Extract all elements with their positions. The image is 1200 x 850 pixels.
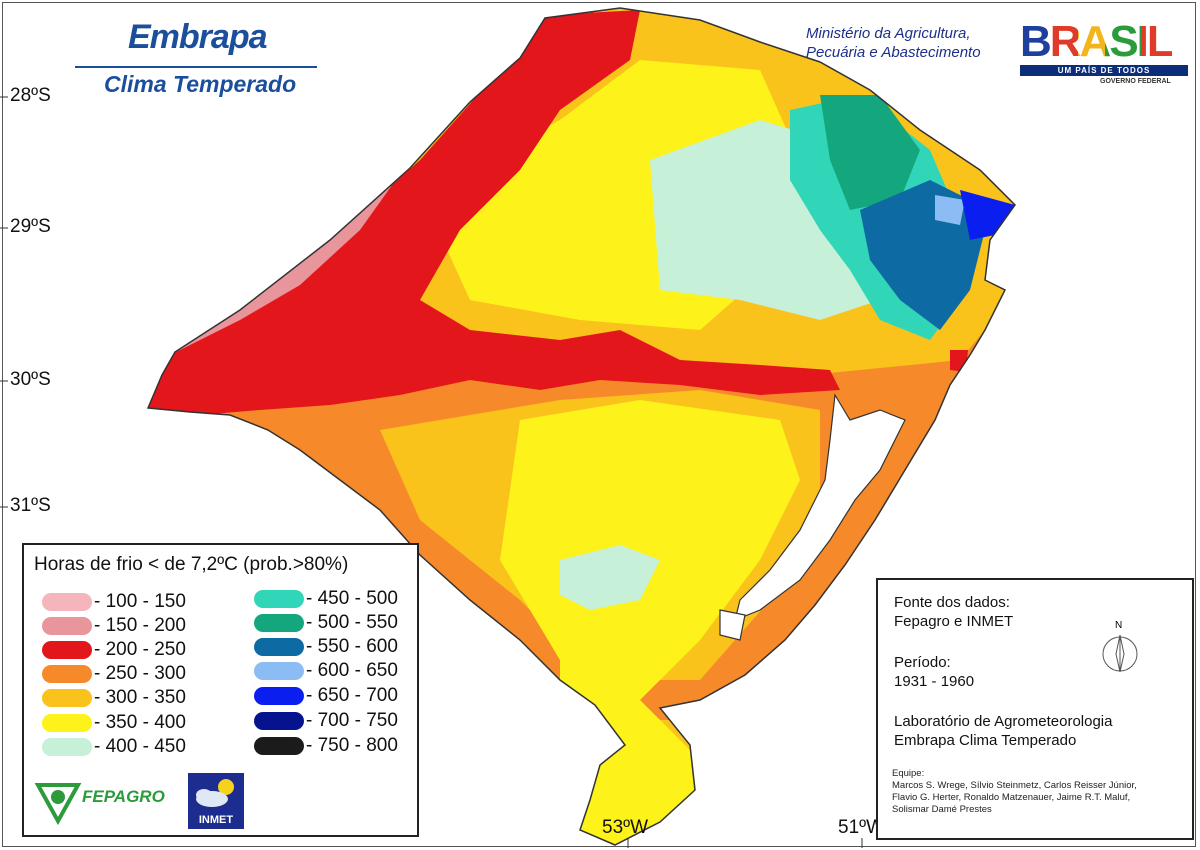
- legend-label: - 650 - 700: [306, 685, 398, 706]
- lab-line-1: Laboratório de Agrometeorologia: [894, 713, 1113, 730]
- team-line-1: Marcos S. Wrege, Sílvio Steinmetz, Carlo…: [892, 780, 1137, 791]
- legend-item-550-600: - 550 - 600: [254, 635, 398, 659]
- embrapa-logo-underline: [75, 66, 317, 68]
- source-value: Fepagro e INMET: [894, 613, 1014, 630]
- compass-icon: [1102, 634, 1138, 673]
- legend-item-750-800: - 750 - 800: [254, 734, 398, 758]
- zone-400-450-south: [560, 545, 660, 610]
- lab-line-2: Embrapa Clima Temperado: [894, 732, 1077, 749]
- zone-650-700: [960, 190, 1015, 240]
- legend-label: - 550 - 600: [306, 636, 398, 657]
- legend-swatch: [254, 638, 304, 656]
- lon-label-51: 51ºW: [838, 817, 885, 838]
- legend-swatch: [42, 641, 92, 659]
- brasil-wordmark: BRASIL: [1020, 17, 1174, 66]
- legend-item-450-500: - 450 - 500: [254, 587, 398, 611]
- legend-swatch: [254, 687, 304, 705]
- legend-item-350-400: - 350 - 400: [42, 711, 186, 735]
- team-line-3: Solismar Damé Prestes: [892, 804, 992, 815]
- ministry-name: Ministério da Agricultura, Pecuária e Ab…: [806, 24, 981, 62]
- source-label: Fonte dos dados:: [894, 594, 1010, 611]
- legend-item-100-150: - 100 - 150: [42, 590, 186, 614]
- legend-item-200-250: - 200 - 250: [42, 638, 186, 662]
- period-value: 1931 - 1960: [894, 673, 975, 690]
- fepagro-emblem-icon: [34, 783, 82, 826]
- info-box: Fonte dos dados: Fepagro e INMET Período…: [876, 578, 1194, 840]
- zone-600-650: [935, 195, 965, 225]
- legend-swatch: [254, 712, 304, 730]
- legend-swatch: [254, 614, 304, 632]
- governo-federal: GOVERNO FEDERAL: [1100, 78, 1171, 85]
- legend-label: - 450 - 500: [306, 588, 398, 609]
- legend-swatch: [254, 662, 304, 680]
- weather-cloud-sun-icon: [196, 779, 234, 807]
- legend-item-700-750: - 700 - 750: [254, 709, 398, 733]
- lat-label-28: 28ºS: [10, 85, 51, 106]
- lagoa-dos-patos: [734, 393, 906, 621]
- zone-200-250: [148, 10, 840, 415]
- ministry-line-2: Pecuária e Abastecimento: [806, 44, 981, 61]
- lagoa-mirim: [719, 609, 746, 641]
- legend-item-300-350: - 300 - 350: [42, 686, 186, 710]
- legend-label: - 300 - 350: [94, 687, 186, 708]
- legend-item-400-450: - 400 - 450: [42, 735, 186, 759]
- team-label: Equipe:: [892, 768, 925, 779]
- lat-label-29: 29ºS: [10, 216, 51, 237]
- lon-label-53: 53ºW: [602, 817, 649, 838]
- legend-label: - 750 - 800: [306, 735, 398, 756]
- fepagro-wordmark: FEPAGRO: [82, 787, 165, 806]
- lat-label-30: 30ºS: [10, 369, 51, 390]
- state-border: [146, 7, 1016, 846]
- legend-label: - 350 - 400: [94, 712, 186, 733]
- legend-item-250-300: - 250 - 300: [42, 662, 186, 686]
- legend-item-150-200: - 150 - 200: [42, 614, 186, 638]
- legend-label: - 250 - 300: [94, 663, 186, 684]
- legend-label: - 700 - 750: [306, 710, 398, 731]
- legend-label: - 100 - 150: [94, 591, 186, 612]
- legend-item-650-700: - 650 - 700: [254, 684, 398, 708]
- legend-item-500-550: - 500 - 550: [254, 611, 398, 635]
- legend: Horas de frio < de 7,2ºC (prob.>80%) - 1…: [22, 543, 419, 837]
- north-label: N: [1115, 620, 1123, 631]
- brasil-logo: BRASIL UM PAÍS DE TODOS: [1020, 17, 1188, 76]
- legend-label: - 200 - 250: [94, 639, 186, 660]
- period-label: Período:: [894, 654, 951, 671]
- legend-swatch: [254, 737, 304, 755]
- legend-label: - 500 - 550: [306, 612, 398, 633]
- legend-swatch: [42, 665, 92, 683]
- brasil-tagline: UM PAÍS DE TODOS: [1020, 65, 1188, 76]
- legend-swatch: [254, 590, 304, 608]
- legend-swatch: [42, 593, 92, 611]
- legend-label: - 400 - 450: [94, 736, 186, 757]
- inmet-wordmark: INMET: [198, 814, 234, 826]
- team-line-2: Flavio G. Herter, Ronaldo Matzenauer, Ja…: [892, 792, 1131, 803]
- lat-label-31: 31ºS: [10, 495, 51, 516]
- legend-swatch: [42, 689, 92, 707]
- legend-swatch: [42, 617, 92, 635]
- legend-swatch: [42, 714, 92, 732]
- fepagro-logo: FEPAGRO: [34, 775, 165, 831]
- legend-item-600-650: - 600 - 650: [254, 659, 398, 683]
- legend-swatch: [42, 738, 92, 756]
- ministry-line-1: Ministério da Agricultura,: [806, 25, 971, 42]
- zone-500-550: [820, 95, 920, 210]
- legend-label: - 600 - 650: [306, 660, 398, 681]
- embrapa-subtitle: Clima Temperado: [104, 71, 297, 97]
- inmet-logo: INMET: [188, 773, 244, 829]
- legend-label: - 150 - 200: [94, 615, 186, 636]
- north-arrow: N: [1100, 620, 1140, 674]
- embrapa-logo: Embrapa: [128, 18, 267, 56]
- legend-title: Horas de frio < de 7,2ºC (prob.>80%): [34, 554, 349, 575]
